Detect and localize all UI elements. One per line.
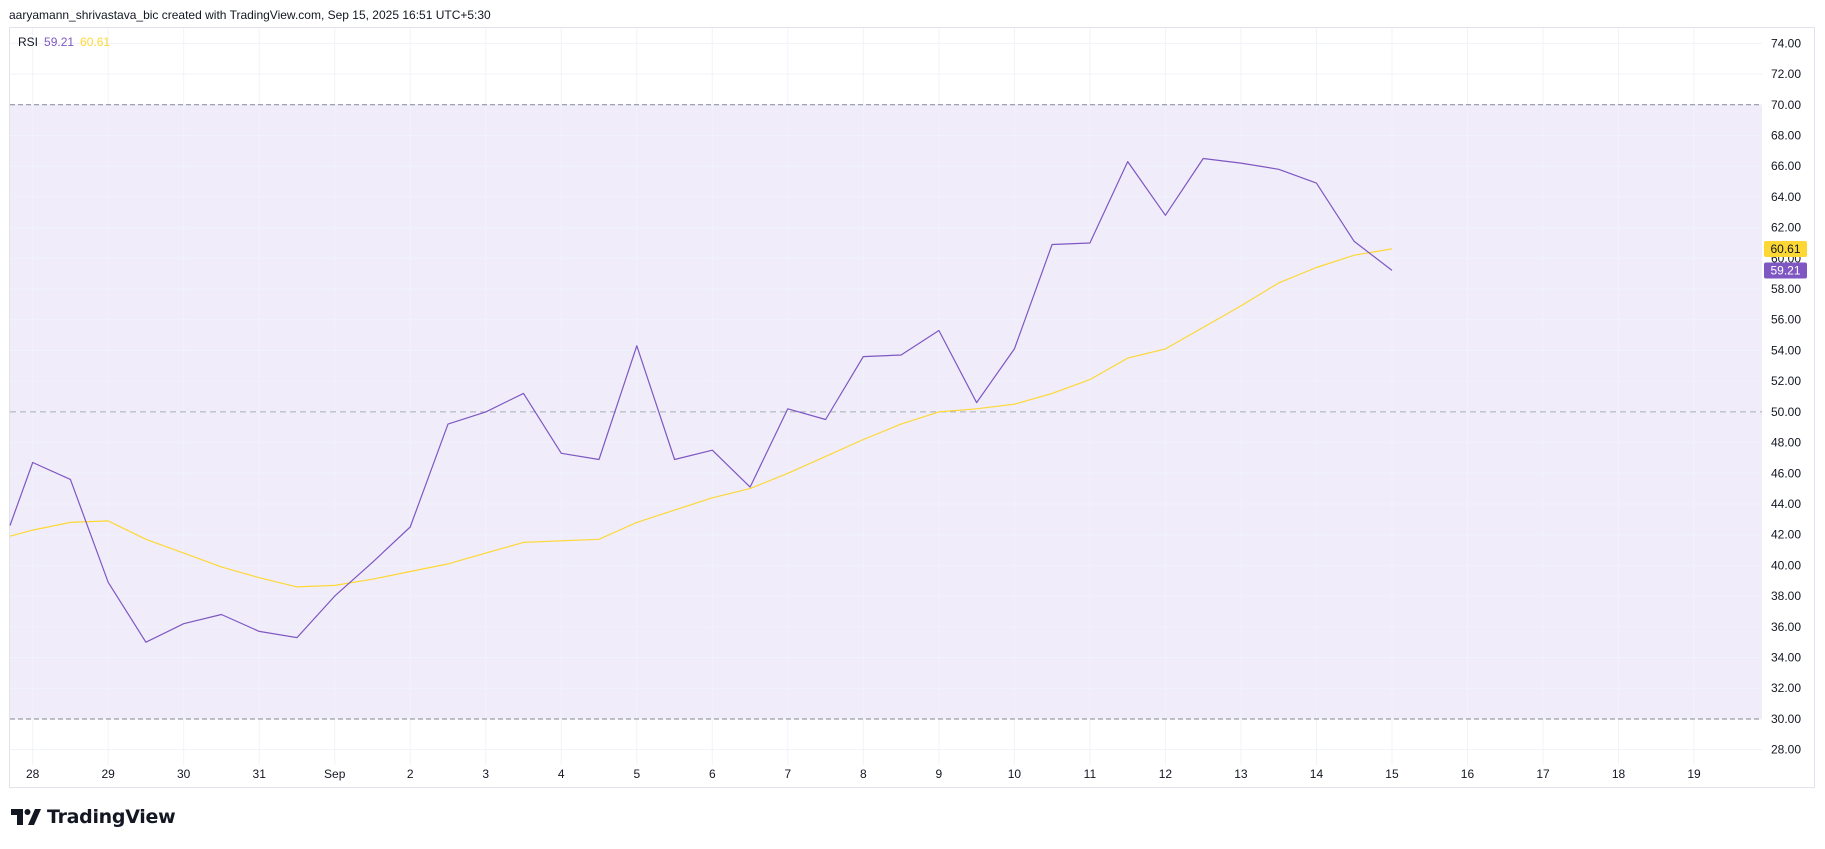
last-value-label: 59.21 bbox=[1764, 262, 1807, 279]
x-tick-label: 4 bbox=[558, 767, 565, 781]
last-value-label-text: 59.21 bbox=[1770, 263, 1800, 277]
x-tick-label: 12 bbox=[1159, 767, 1173, 781]
rsi-line bbox=[9, 157, 1393, 643]
y-axis: 28.00 30.00 32.00 34.00 36.00 38.00 40.00 42.00… bbox=[1771, 36, 1801, 756]
y-tick-label: 52.00 bbox=[1771, 374, 1801, 388]
y-tick-label: 30.00 bbox=[1771, 712, 1801, 726]
y-tick-label: 66.00 bbox=[1771, 159, 1801, 173]
x-tick-label: 13 bbox=[1234, 767, 1248, 781]
y-tick-label: 48.00 bbox=[1771, 436, 1801, 450]
legend-ma-value: 60.61 bbox=[80, 35, 111, 49]
x-tick-label: 3 bbox=[482, 767, 489, 781]
y-tick-label: 64.00 bbox=[1771, 190, 1801, 204]
y-tick-label: 56.00 bbox=[1771, 313, 1801, 327]
grid-layer bbox=[10, 28, 1762, 765]
last-value-label-bg bbox=[1764, 240, 1807, 257]
level-lines bbox=[10, 104, 1762, 720]
indicator-legend[interactable]: RSI 59.21 60.61 bbox=[18, 35, 116, 49]
legend-indicator-name: RSI bbox=[18, 35, 39, 49]
y-tick-label: 50.00 bbox=[1771, 405, 1801, 419]
last-value-label-bg bbox=[1764, 262, 1807, 279]
x-tick-label: 7 bbox=[784, 767, 791, 781]
y-tick-label: 44.00 bbox=[1771, 497, 1801, 511]
y-tick-label: 34.00 bbox=[1771, 651, 1801, 665]
x-tick-label: 31 bbox=[253, 767, 267, 781]
x-tick-label: 8 bbox=[860, 767, 867, 781]
y-tick-label: 42.00 bbox=[1771, 528, 1801, 542]
series-layer bbox=[9, 157, 1393, 643]
y-tick-label: 32.00 bbox=[1771, 681, 1801, 695]
y-tick-label: 70.00 bbox=[1771, 98, 1801, 112]
x-tick-label: 5 bbox=[633, 767, 640, 781]
last-value-label: 60.61 bbox=[1764, 240, 1807, 257]
y-tick-label: 40.00 bbox=[1771, 558, 1801, 572]
x-tick-label: 9 bbox=[936, 767, 943, 781]
x-tick-label: 14 bbox=[1310, 767, 1324, 781]
chart-credit: aaryamann_shrivastava_bic created with T… bbox=[9, 8, 491, 22]
x-tick-label: 28 bbox=[26, 767, 40, 781]
x-tick-label: Sep bbox=[324, 767, 346, 781]
x-tick-label: 16 bbox=[1461, 767, 1475, 781]
y-tick-label: 28.00 bbox=[1771, 743, 1801, 757]
tradingview-logo[interactable]: TradingView bbox=[11, 806, 176, 828]
y-tick-label: 62.00 bbox=[1771, 221, 1801, 235]
x-tick-label: 6 bbox=[709, 767, 716, 781]
tradingview-logo-text: TradingView bbox=[47, 806, 176, 828]
x-tick-label: 10 bbox=[1008, 767, 1022, 781]
rsi-ma-line bbox=[9, 248, 1393, 588]
x-tick-label: 29 bbox=[101, 767, 115, 781]
chart-frame bbox=[9, 27, 1815, 788]
x-tick-label: 17 bbox=[1536, 767, 1550, 781]
y-tick-label: 36.00 bbox=[1771, 620, 1801, 634]
x-axis: 28 29 30 31 Sep 2 3 4 5 6 7 8 9 10 11 12 13 14 15 16 17 18 19 bbox=[26, 767, 1701, 781]
x-tick-label: 30 bbox=[177, 767, 191, 781]
last-value-labels: 60.61 59.21 bbox=[1764, 240, 1807, 279]
tradingview-logo-icon bbox=[11, 809, 41, 825]
y-tick-label: 58.00 bbox=[1771, 282, 1801, 296]
y-tick-label: 46.00 bbox=[1771, 466, 1801, 480]
x-tick-label: 2 bbox=[407, 767, 414, 781]
legend-rsi-value: 59.21 bbox=[44, 35, 75, 49]
y-tick-label: 72.00 bbox=[1771, 67, 1801, 81]
last-value-label-text: 60.61 bbox=[1770, 242, 1800, 256]
y-tick-label: 74.00 bbox=[1771, 36, 1801, 50]
x-tick-label: 15 bbox=[1385, 767, 1399, 781]
x-tick-label: 11 bbox=[1084, 767, 1097, 781]
y-tick-label: 38.00 bbox=[1771, 589, 1801, 603]
y-tick-label: 68.00 bbox=[1771, 128, 1801, 142]
x-tick-label: 18 bbox=[1612, 767, 1626, 781]
y-tick-label: 54.00 bbox=[1771, 343, 1801, 357]
x-tick-label: 19 bbox=[1687, 767, 1701, 781]
